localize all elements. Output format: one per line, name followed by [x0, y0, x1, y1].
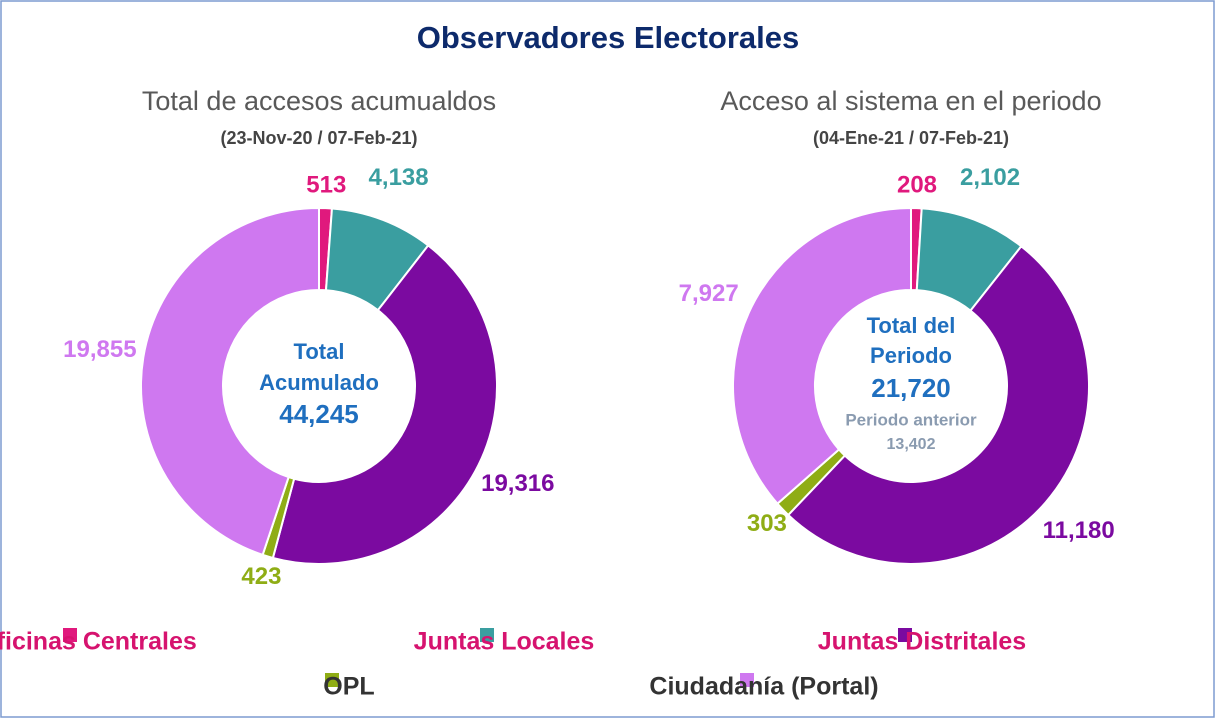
value-label: 11,180	[1043, 517, 1115, 544]
value-label: 19,316	[481, 470, 554, 497]
legend-label: OPL	[323, 673, 374, 701]
center-text: Acumulado	[259, 370, 379, 395]
center-text: Periodo	[870, 343, 952, 368]
center-text: Total	[294, 339, 345, 364]
center-text: Total del	[867, 313, 956, 338]
legend-label: Ciudadanía (Portal)	[649, 673, 878, 701]
previous-value: 13,402	[887, 436, 936, 453]
main-title: Observadores Electorales	[417, 20, 800, 55]
legend-swatch	[740, 673, 754, 687]
legend-swatch	[325, 673, 339, 687]
value-label: 513	[306, 171, 346, 198]
donut-segment	[786, 244, 1090, 565]
value-label: 2,102	[960, 164, 1020, 191]
chart-title: Acceso al sistema en el periodo	[720, 86, 1101, 116]
chart-subtitle: (04-Ene-21 / 07-Feb-21)	[813, 128, 1009, 148]
donut-segment	[732, 206, 912, 506]
value-label: 303	[747, 510, 787, 537]
legend-swatch	[63, 628, 77, 642]
value-label: 7,927	[679, 280, 739, 307]
center-text: 44,245	[279, 399, 359, 429]
chart-subtitle: (23-Nov-20 / 07-Feb-21)	[220, 128, 417, 148]
legend-swatch	[480, 628, 494, 642]
center-text: 21,720	[871, 373, 951, 403]
value-label: 19,855	[63, 336, 136, 363]
legend-label: Juntas Distritales	[818, 628, 1026, 656]
value-label: 423	[241, 563, 281, 590]
value-label: 208	[897, 171, 937, 198]
legend-label: Oficinas Centrales	[0, 628, 197, 656]
chart-title: Total de accesos acumualdos	[142, 86, 496, 116]
previous-label: Periodo anterior	[845, 410, 977, 429]
value-label: 4,138	[369, 164, 429, 191]
legend-swatch	[898, 628, 912, 642]
legend-label: Juntas Locales	[414, 628, 595, 656]
donut-segment	[271, 244, 498, 565]
donut-segment	[140, 206, 320, 557]
